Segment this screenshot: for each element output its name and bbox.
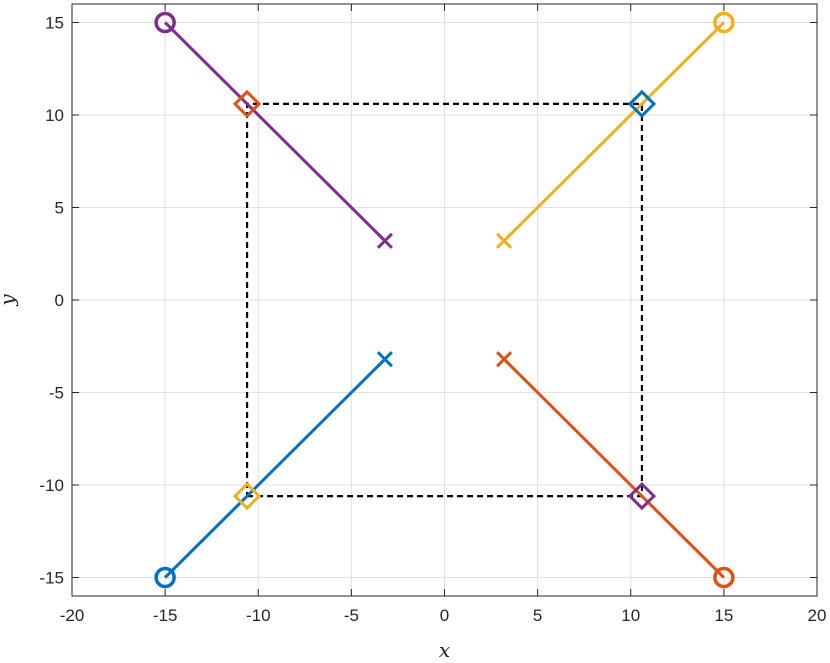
y-tick-label: -5 <box>49 384 64 403</box>
x-tick-label: -10 <box>246 606 271 625</box>
x-tick-label: 15 <box>714 606 733 625</box>
diamond-marker-1 <box>627 89 657 119</box>
x-axis-label: x <box>439 638 450 662</box>
end-cross-marker-1 <box>376 351 393 368</box>
start-circle-marker-2 <box>713 566 735 589</box>
y-tick-label: 0 <box>55 291 64 310</box>
series-line-2 <box>503 358 725 579</box>
x-tick-label: -15 <box>153 606 178 625</box>
x-tick-label: 0 <box>440 606 449 625</box>
x-tick-label: 10 <box>621 606 640 625</box>
y-tick-label: -10 <box>39 476 64 495</box>
x-tick-label: 20 <box>808 606 827 625</box>
series-line-3 <box>503 21 725 242</box>
y-tick-label: 10 <box>45 106 64 125</box>
series-layer <box>154 11 735 589</box>
diamond-marker-4 <box>627 481 657 511</box>
y-tick-label: -15 <box>39 569 64 588</box>
x-tick-label: -5 <box>344 606 359 625</box>
diamond-marker-3 <box>232 481 262 511</box>
start-circle-marker-1 <box>154 566 176 589</box>
end-cross-marker-2 <box>496 351 513 368</box>
diamond-marker-2 <box>232 89 262 119</box>
x-tick-label: -20 <box>60 606 85 625</box>
y-axis-label: y <box>0 294 19 307</box>
end-cross-marker-4 <box>376 232 393 249</box>
dashed-square <box>245 102 644 498</box>
ticks: -20 -15 -10 -5 0 5 10 15 20 -15 -10 -5 0 5 10 15 <box>39 4 826 625</box>
start-circle-marker-3 <box>713 11 735 34</box>
series-line-1 <box>164 358 386 579</box>
y-tick-label: 15 <box>45 14 64 33</box>
x-tick-label: 5 <box>533 606 542 625</box>
series-line-4 <box>164 21 386 242</box>
end-cross-marker-3 <box>496 232 513 249</box>
y-tick-label: 5 <box>55 199 64 218</box>
start-circle-marker-4 <box>154 11 176 34</box>
